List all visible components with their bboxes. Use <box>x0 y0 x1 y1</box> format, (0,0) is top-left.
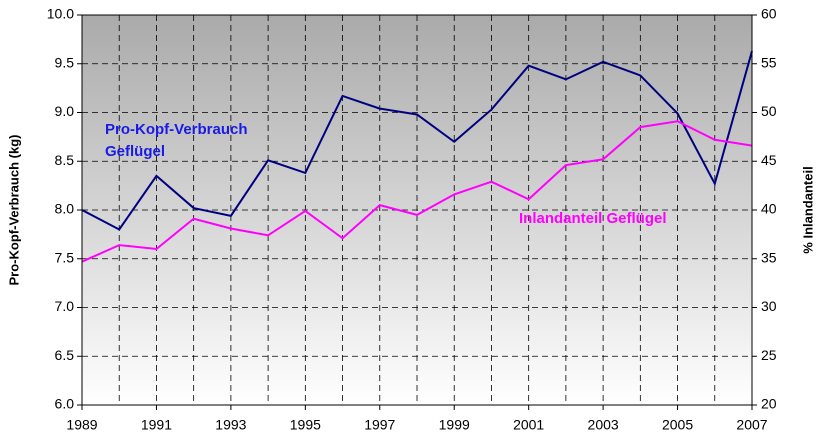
y-tick-label: 10.0 <box>47 6 74 22</box>
y-tick-label: 6.5 <box>55 347 75 363</box>
series-line <box>81 120 753 263</box>
y2-tick-label: 35 <box>761 249 777 265</box>
y2-tick-label: 50 <box>761 103 777 119</box>
y2-tick-label: 25 <box>761 347 777 363</box>
y2-axis-title: % Inlandanteil <box>800 166 815 253</box>
y2-tick-label: 45 <box>761 152 777 168</box>
x-tick-label: 2001 <box>513 417 544 433</box>
x-tick-label: 1991 <box>141 417 172 433</box>
y-tick-label: 8.5 <box>55 152 75 168</box>
y2-tick-label: 20 <box>761 396 777 412</box>
y2-tick-label: 40 <box>761 201 777 217</box>
y2-tick-label: 30 <box>761 298 777 314</box>
x-tick-label: 1999 <box>439 417 470 433</box>
y-axis-title: Pro-Kopf-Verbrauch (kg) <box>6 135 21 286</box>
series-line <box>81 50 753 231</box>
x-tick-label: 1995 <box>290 417 321 433</box>
annotation: Geflügel <box>105 143 165 160</box>
x-tick-label: 1997 <box>364 417 395 433</box>
y-tick-label: 6.0 <box>55 396 75 412</box>
y-tick-label: 9.5 <box>55 54 75 70</box>
grid <box>81 14 753 406</box>
x-tick-label: 2007 <box>736 417 767 433</box>
y2-tick-label: 60 <box>761 6 777 22</box>
x-tick-label: 1993 <box>215 417 246 433</box>
y-tick-label: 8.0 <box>55 201 75 217</box>
y-tick-label: 7.0 <box>55 298 75 314</box>
x-tick-label: 1989 <box>66 417 97 433</box>
y-tick-label: 9.0 <box>55 103 75 119</box>
annotation: Inlandanteil Geflügel <box>519 210 667 227</box>
y2-tick-label: 55 <box>761 54 777 70</box>
y-tick-label: 7.5 <box>55 249 75 265</box>
lines <box>81 50 753 263</box>
x-tick-label: 2003 <box>588 417 619 433</box>
annotation: Pro-Kopf-Verbrauch <box>105 121 248 138</box>
x-tick-label: 2005 <box>662 417 693 433</box>
